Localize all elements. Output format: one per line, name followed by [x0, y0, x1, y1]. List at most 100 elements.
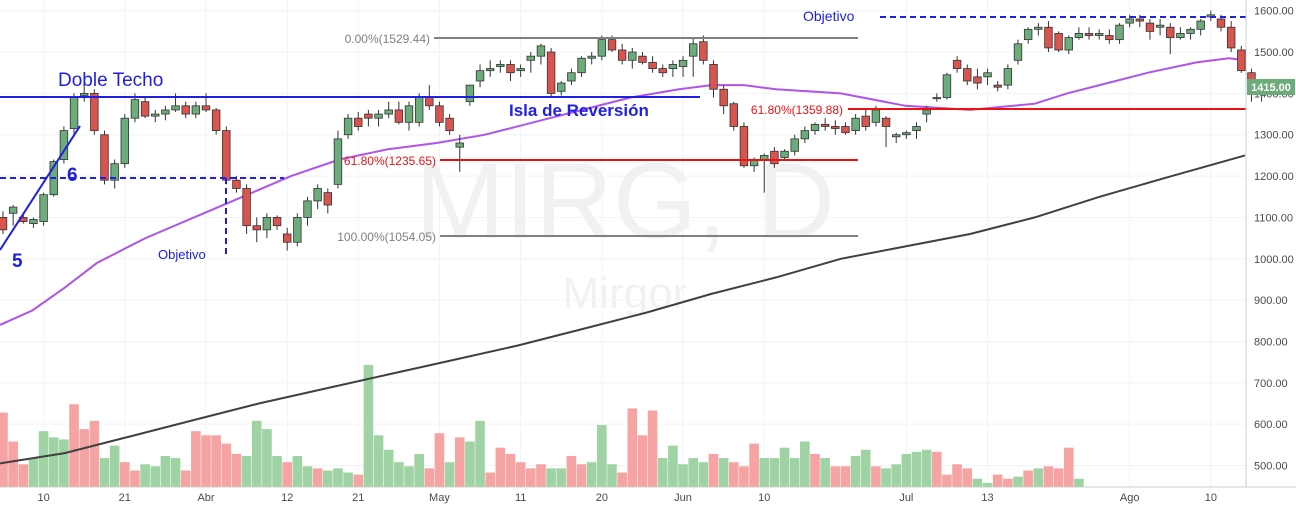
- volume-bar: [59, 439, 69, 487]
- candle-body: [1115, 24, 1124, 41]
- price-tag: [1247, 79, 1295, 95]
- candle-body: [475, 70, 485, 82]
- candle-body: [394, 109, 404, 123]
- candle-body: [485, 68, 495, 72]
- candle-body: [516, 68, 525, 72]
- y-tick-label: 900.00: [1254, 295, 1288, 307]
- volume-bar: [505, 453, 516, 487]
- candle-body: [29, 219, 38, 225]
- volume-bar: [292, 455, 303, 487]
- candle-body: [1064, 37, 1073, 51]
- candle-body: [1095, 33, 1104, 36]
- volume-bar: [211, 435, 221, 487]
- y-axis: 1600.001500.001400.001300.001200.001100.…: [1254, 6, 1294, 473]
- candle-body: [323, 192, 332, 206]
- volume-bar: [891, 464, 901, 487]
- candle-body: [181, 105, 190, 115]
- candle-body: [140, 101, 150, 117]
- candle-body: [1237, 49, 1246, 72]
- volume-bar: [99, 458, 110, 487]
- candle-body: [90, 92, 99, 132]
- candle-body: [1105, 35, 1114, 41]
- candle-body: [1216, 18, 1226, 28]
- candle-body: [232, 179, 241, 189]
- volume-bar: [333, 468, 343, 487]
- candle-body: [100, 134, 109, 181]
- y-tick-label: 1500.00: [1254, 47, 1294, 59]
- candle-body: [1013, 43, 1023, 61]
- volume-bar: [251, 420, 262, 487]
- x-tick-label: 21: [119, 492, 131, 504]
- volume-bar: [942, 474, 952, 487]
- volume-bar: [932, 451, 942, 487]
- candle-body: [425, 97, 434, 107]
- candle-body: [1226, 26, 1236, 49]
- volume-bar: [789, 458, 800, 487]
- x-tick-label: 13: [981, 492, 993, 504]
- ma-long-line: [0, 154, 1246, 465]
- volume-bar: [150, 466, 161, 487]
- y-tick-label: 1600.00: [1254, 6, 1294, 18]
- volume-bar: [221, 443, 232, 487]
- volume-bar: [536, 464, 546, 487]
- candle-body: [881, 117, 891, 127]
- volume-bar: [546, 468, 556, 487]
- candle-body: [39, 194, 48, 222]
- candle-body: [171, 105, 180, 111]
- candle-body: [607, 39, 617, 51]
- candle-body: [567, 72, 576, 82]
- candle-body: [658, 68, 667, 74]
- fib-100-label: 100.00%(1054.05): [337, 230, 436, 244]
- candle-body: [729, 103, 738, 127]
- candle-body: [790, 138, 799, 152]
- candle-body: [161, 109, 170, 115]
- volume-bar: [840, 466, 851, 487]
- candle-body: [435, 105, 444, 123]
- candle-body: [252, 225, 261, 231]
- candle-body: [841, 126, 850, 134]
- volume-bar: [1063, 447, 1074, 487]
- volume-bar: [982, 482, 993, 487]
- candle-body: [496, 64, 505, 67]
- volume-bar: [373, 435, 384, 487]
- volume-bars: [0, 365, 1084, 487]
- candle-body: [800, 130, 810, 140]
- candle-body: [151, 113, 160, 117]
- candle-body: [374, 113, 383, 119]
- volume-bar: [860, 449, 871, 487]
- volume-bar: [434, 433, 445, 487]
- volume-bar: [485, 472, 495, 487]
- candle-body: [932, 97, 941, 100]
- volume-bar: [8, 441, 18, 487]
- candle-body: [1196, 20, 1205, 30]
- candle-body: [1125, 18, 1134, 24]
- candles: [0, 10, 1266, 251]
- volume-bar: [698, 462, 709, 487]
- volume-bar: [1023, 470, 1033, 487]
- objetivo-top-label: Objetivo: [803, 8, 855, 24]
- candle-body: [1145, 22, 1155, 32]
- volume-bar: [323, 470, 333, 487]
- candle-body: [1054, 33, 1063, 51]
- volume-bar: [1043, 466, 1054, 487]
- candle-body: [293, 217, 302, 243]
- objetivo-left-label: Objetivo: [158, 247, 206, 262]
- candle-body: [780, 150, 789, 158]
- volume-bar: [343, 472, 353, 487]
- candle-body: [211, 109, 221, 132]
- volume-bar: [465, 441, 475, 487]
- volume-bar: [952, 464, 962, 487]
- candle-body: [404, 105, 414, 123]
- volume-bar: [353, 474, 364, 487]
- volume-bar: [657, 458, 668, 487]
- candle-body: [902, 132, 911, 136]
- price-tag-label: 1415.00: [1251, 82, 1291, 94]
- y-tick-label: 700.00: [1254, 378, 1288, 390]
- candle-body: [942, 74, 952, 98]
- volume-bar: [191, 431, 201, 487]
- candle-body: [1034, 26, 1043, 30]
- volume-bar: [850, 455, 861, 487]
- candle-body: [993, 84, 1002, 88]
- candle-body: [201, 105, 211, 111]
